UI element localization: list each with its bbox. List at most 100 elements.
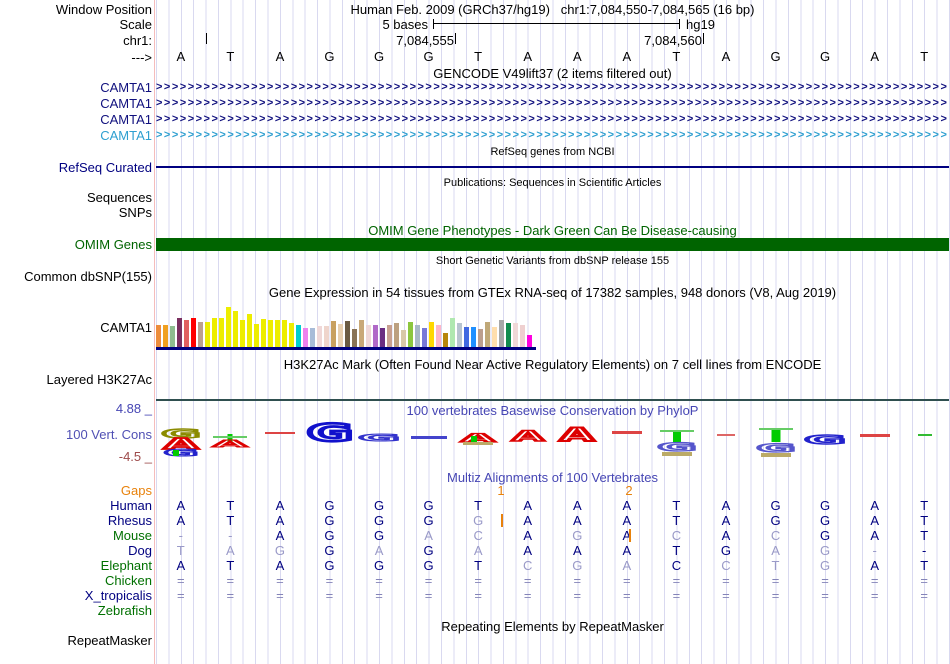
phylop-logo-mark: [673, 430, 681, 442]
gencode-transcript-arrows[interactable]: >>>>>>>>>>>>>>>>>>>>>>>>>>>>>>>>>>>>>>>>…: [156, 81, 948, 93]
phylop-logo-mark: [860, 434, 890, 437]
multiz-species-label[interactable]: Chicken: [105, 573, 152, 588]
gtex-tissue-bar: [289, 323, 294, 347]
multiz-base: G: [373, 558, 385, 573]
reference-base: T: [672, 49, 681, 64]
gtex-tissue-bar: [520, 325, 525, 347]
multiz-base: A: [870, 528, 879, 543]
phylop-logo-letter: G: [657, 441, 696, 454]
gencode-transcript-label[interactable]: CAMTA1: [100, 96, 152, 111]
coord-tick: [703, 33, 704, 44]
gencode-transcript-arrows[interactable]: >>>>>>>>>>>>>>>>>>>>>>>>>>>>>>>>>>>>>>>>…: [156, 113, 948, 125]
repeatmasker-label[interactable]: RepeatMasker: [67, 633, 152, 648]
omim-gene-bar[interactable]: [156, 238, 949, 251]
multiz-species-row: [156, 603, 949, 618]
multiz-base: G: [820, 498, 831, 513]
h3k27ac-track-title[interactable]: H3K27Ac Mark (Often Found Near Active Re…: [283, 357, 822, 372]
multiz-base: A: [424, 528, 433, 543]
multiz-base: =: [424, 588, 433, 603]
gtex-track-title[interactable]: Gene Expression in 54 tissues from GTEx …: [268, 285, 837, 300]
multiz-gaps-label[interactable]: Gaps: [120, 483, 152, 498]
multiz-base: A: [523, 513, 533, 528]
gtex-tissue-bar: [478, 329, 483, 347]
sequences-label[interactable]: Sequences: [86, 190, 152, 205]
omim-track-title[interactable]: OMIM Gene Phenotypes - Dark Green Can Be…: [368, 223, 737, 238]
multiz-base: C: [721, 558, 731, 573]
gtex-tissue-bar: [450, 318, 455, 347]
phylop-track-title[interactable]: 100 vertebrates Basewise Conservation by…: [406, 403, 699, 418]
multiz-species-label[interactable]: Mouse: [112, 528, 152, 543]
multiz-species-label[interactable]: Human: [110, 498, 152, 513]
refseq-track-title[interactable]: RefSeq genes from NCBI: [490, 146, 615, 158]
multiz-base: A: [523, 528, 533, 543]
gtex-tissue-bar: [268, 320, 273, 347]
multiz-base: =: [771, 588, 780, 603]
gtex-tissue-bar: [177, 318, 182, 347]
multiz-gap-count: 1: [497, 483, 505, 498]
repeatmasker-track-title[interactable]: Repeating Elements by RepeatMasker: [441, 619, 664, 634]
gtex-tissue-bar: [464, 327, 469, 347]
gtex-gene-label[interactable]: CAMTA1: [100, 320, 152, 335]
multiz-species-label[interactable]: Dog: [128, 543, 152, 558]
multiz-base: A: [176, 513, 186, 528]
multiz-base: =: [375, 588, 383, 603]
assembly-name: Human Feb. 2009 (GRCh37/hg19): [350, 2, 550, 17]
phylop-logo-mark: [265, 432, 295, 434]
multiz-base: T: [176, 543, 185, 558]
multiz-base: T: [920, 498, 929, 513]
publications-track-title[interactable]: Publications: Sequences in Scientific Ar…: [443, 177, 662, 189]
refseq-curated-label[interactable]: RefSeq Curated: [58, 160, 152, 175]
gtex-tissue-bar: [422, 328, 427, 347]
gtex-tissue-bar: [408, 322, 413, 347]
window-range: chr1:7,084,550-7,084,565 (16 bp): [560, 2, 755, 17]
gencode-transcript-label[interactable]: CAMTA1: [100, 112, 152, 127]
multiz-base: A: [870, 498, 879, 513]
common-dbsnp-label[interactable]: Common dbSNP(155): [24, 269, 152, 284]
gtex-tissue-bar: [394, 323, 399, 347]
scale-bar-line: [434, 23, 679, 24]
multiz-base: =: [920, 588, 929, 603]
multiz-base: =: [176, 588, 185, 603]
gencode-transcript-arrows[interactable]: >>>>>>>>>>>>>>>>>>>>>>>>>>>>>>>>>>>>>>>>…: [156, 97, 948, 109]
multiz-base: =: [623, 573, 631, 588]
refseq-gene-line[interactable]: [156, 166, 949, 168]
gencode-transcript-arrows[interactable]: >>>>>>>>>>>>>>>>>>>>>>>>>>>>>>>>>>>>>>>>…: [156, 129, 948, 141]
phylop-logo-letter: A: [560, 424, 595, 445]
layered-h3k27ac-label[interactable]: Layered H3K27Ac: [46, 372, 152, 387]
gtex-tissue-bar: [156, 325, 161, 347]
gtex-bars[interactable]: [156, 307, 536, 347]
reference-base: G: [820, 49, 831, 64]
multiz-base: C: [671, 558, 682, 573]
gencode-transcript-label[interactable]: CAMTA1: [100, 128, 152, 143]
phylop-logo-mark: [471, 436, 477, 442]
gtex-tissue-bar: [345, 321, 350, 347]
snps-label[interactable]: SNPs: [118, 205, 152, 220]
gencode-transcript-label[interactable]: CAMTA1: [100, 80, 152, 95]
multiz-base: =: [474, 573, 482, 588]
phylop-track-label[interactable]: 100 Vert. Cons: [66, 427, 152, 442]
gencode-track-title[interactable]: GENCODE V49lift37 (2 items filtered out): [433, 66, 672, 81]
multiz-base: =: [920, 573, 929, 588]
omim-genes-label[interactable]: OMIM Genes: [74, 237, 152, 252]
multiz-species-label[interactable]: X_tropicalis: [84, 588, 152, 603]
multiz-base: =: [276, 573, 284, 588]
phylop-logo-letter: G: [307, 419, 353, 447]
multiz-base: =: [821, 573, 829, 588]
multiz-species-label[interactable]: Zebrafish: [97, 603, 152, 618]
multiz-base: A: [721, 498, 731, 513]
gtex-tissue-bar: [303, 328, 308, 347]
phylop-logo-letter: A: [213, 438, 248, 449]
multiz-base: -: [872, 543, 877, 558]
multiz-base: A: [721, 513, 731, 528]
phylop-logo-letter: G: [164, 447, 198, 458]
multiz-base: A: [473, 543, 483, 558]
dbsnp-track-title[interactable]: Short Genetic Variants from dbSNP releas…: [435, 255, 670, 267]
multiz-base: =: [672, 588, 681, 603]
multiz-base: A: [622, 528, 632, 543]
phylop-logo-mark: [771, 428, 781, 442]
multiz-track-title[interactable]: Multiz Alignments of 100 Vertebrates: [446, 470, 658, 485]
multiz-species-label[interactable]: Elephant: [100, 558, 152, 573]
multiz-species-label[interactable]: Rhesus: [107, 513, 152, 528]
